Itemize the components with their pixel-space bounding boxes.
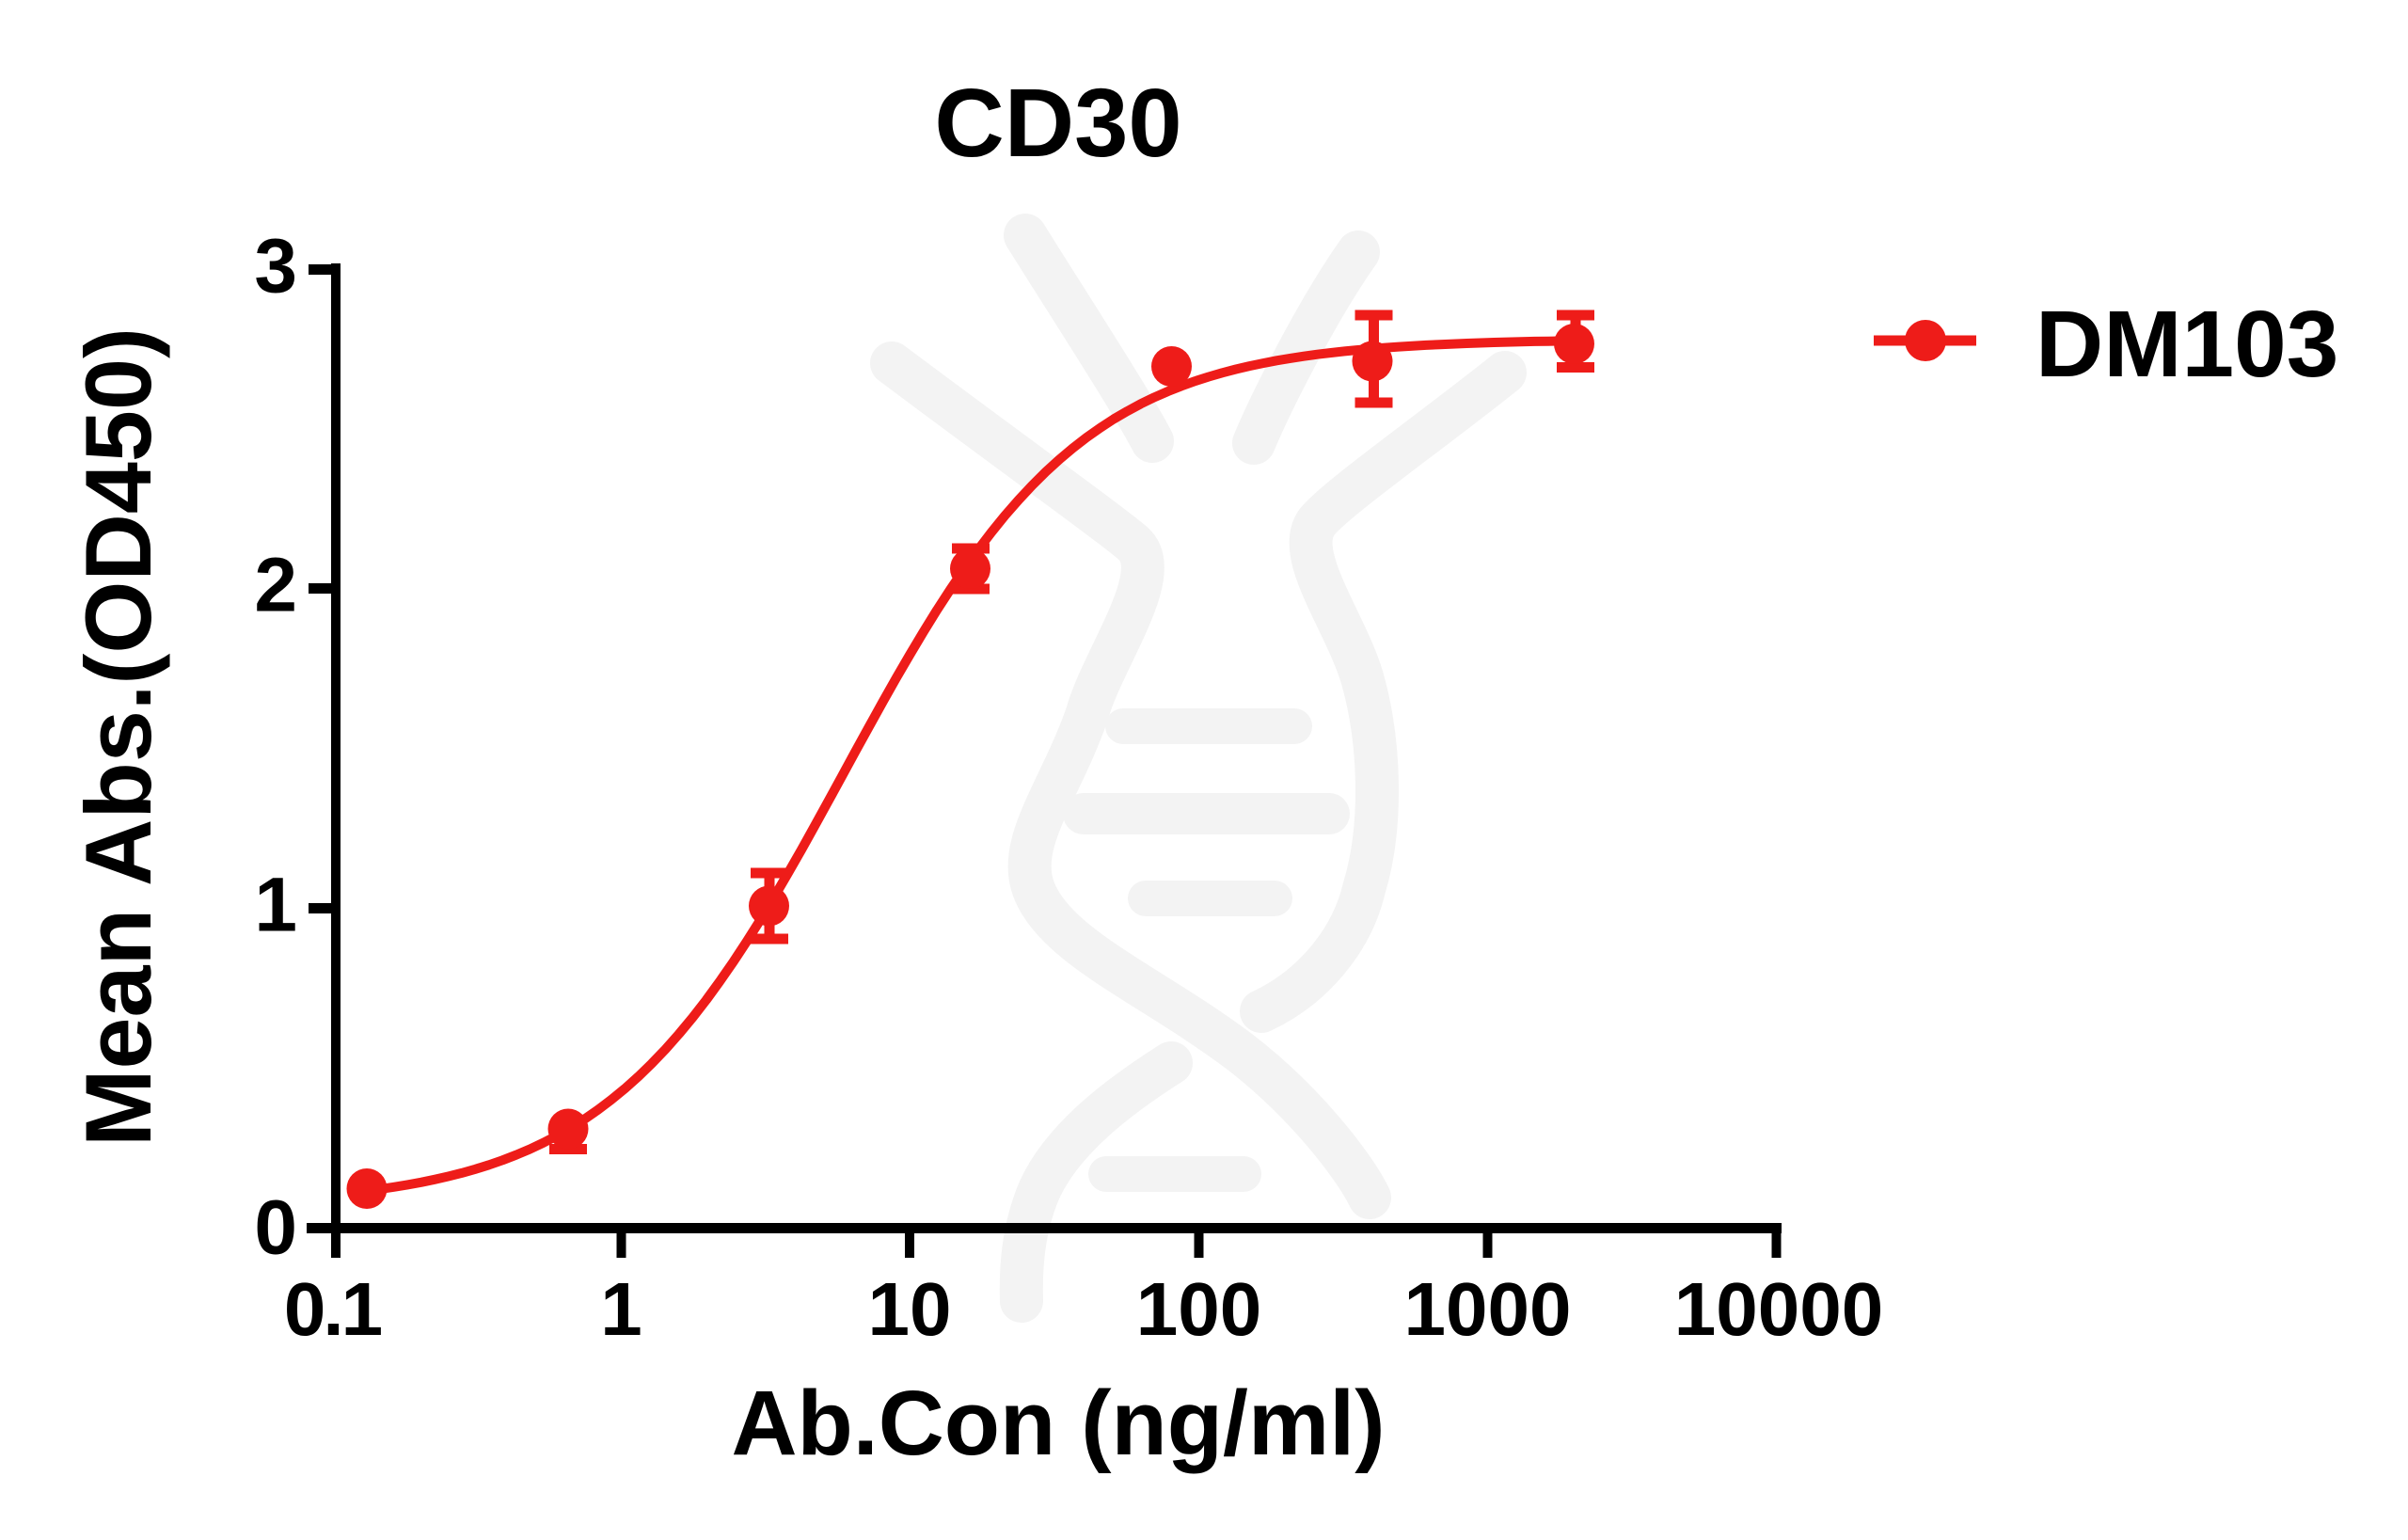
svg-text:2: 2	[254, 543, 297, 628]
svg-text:1: 1	[254, 863, 297, 948]
svg-text:CD30: CD30	[934, 69, 1181, 177]
svg-text:10000: 10000	[1674, 1267, 1883, 1351]
svg-text:0: 0	[254, 1185, 297, 1271]
svg-text:100: 100	[1136, 1267, 1261, 1351]
svg-text:Ab.Con (ng/ml): Ab.Con (ng/ml)	[731, 1372, 1385, 1474]
svg-text:1: 1	[600, 1267, 642, 1351]
svg-text:3: 3	[254, 224, 297, 310]
svg-text:Mean Abs.(OD450): Mean Abs.(OD450)	[66, 327, 170, 1147]
svg-text:1000: 1000	[1404, 1267, 1572, 1351]
svg-text:0.1: 0.1	[284, 1267, 382, 1351]
svg-text:DM103: DM103	[2036, 292, 2338, 397]
svg-text:10: 10	[868, 1267, 952, 1351]
